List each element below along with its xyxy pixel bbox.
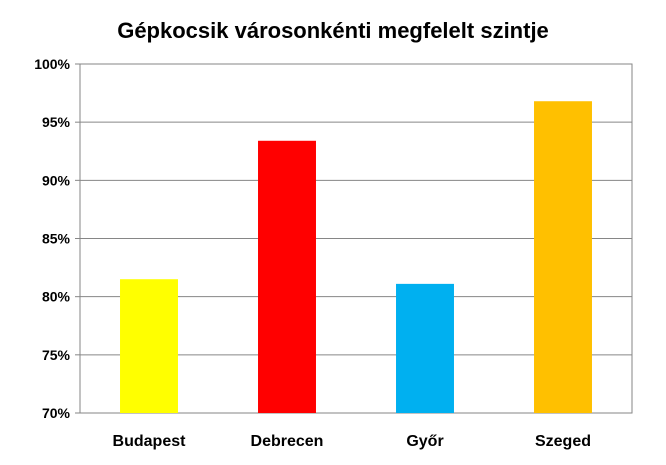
y-tick-label: 80% <box>42 289 71 305</box>
x-tick-label: Győr <box>406 433 443 450</box>
x-tick-label: Debrecen <box>251 433 324 450</box>
y-axis-ticks: 70% 75% 80% 85% 90% 95% 100% <box>34 56 80 421</box>
bar-budapest <box>120 279 178 413</box>
y-tick-label: 90% <box>42 172 71 188</box>
x-tick-label: Budapest <box>113 433 187 450</box>
bar-győr <box>396 283 454 413</box>
bars <box>120 101 592 413</box>
chart-title: Gépkocsik városonkénti megfelelt szintje <box>117 18 549 43</box>
x-tick-label: Szeged <box>535 433 591 450</box>
y-tick-label: 95% <box>42 114 71 130</box>
y-tick-label: 70% <box>42 405 71 421</box>
y-tick-label: 75% <box>42 347 71 363</box>
x-axis-ticks: Budapest Debrecen Győr Szeged <box>113 433 591 450</box>
y-tick-label: 100% <box>34 56 70 72</box>
y-tick-label: 85% <box>42 231 71 247</box>
bar-szeged <box>534 101 592 413</box>
bar-debrecen <box>258 140 316 413</box>
